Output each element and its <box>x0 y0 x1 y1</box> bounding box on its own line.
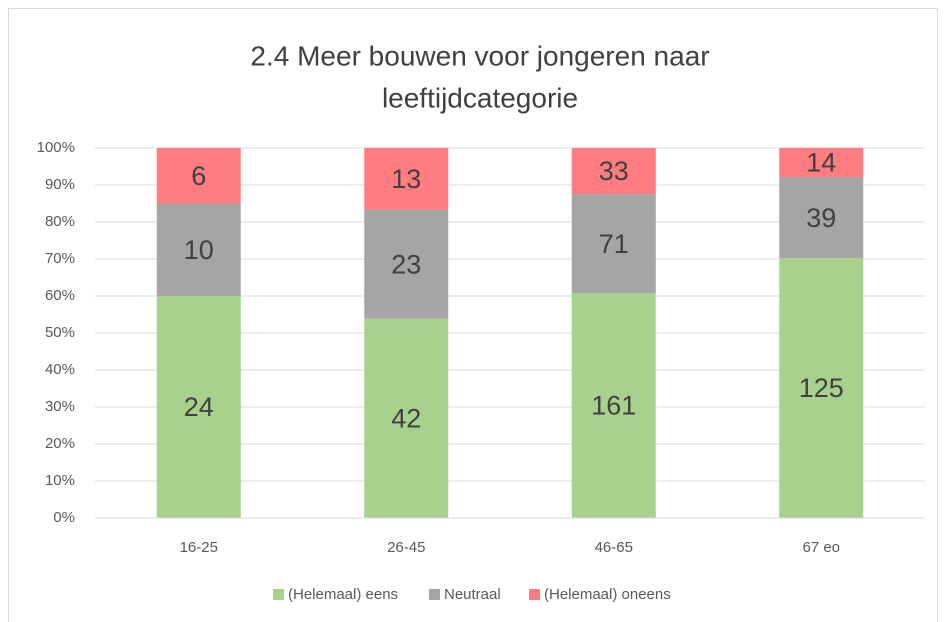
data-label: 6 <box>191 161 206 191</box>
bar-segment <box>156 148 241 204</box>
legend-swatch <box>273 589 284 600</box>
bar-segment <box>571 194 656 294</box>
bar-segment <box>156 203 241 296</box>
bar-segment <box>364 318 449 518</box>
data-label: 33 <box>599 156 629 186</box>
y-tick-label: 60% <box>45 287 75 304</box>
data-label: 23 <box>391 249 421 279</box>
x-tick-label: 67 eo <box>802 539 840 556</box>
x-tick-label: 46-65 <box>595 539 633 556</box>
data-label: 125 <box>799 373 844 403</box>
bar-segment <box>156 296 241 518</box>
y-tick-label: 20% <box>45 435 75 452</box>
legend-label: Neutraal <box>444 586 501 603</box>
legend-label: (Helemaal) eens <box>288 586 398 603</box>
legend-swatch <box>529 589 540 600</box>
bar-segment <box>779 258 864 518</box>
data-label: 39 <box>806 203 836 233</box>
y-tick-label: 70% <box>45 250 75 267</box>
data-label: 71 <box>599 229 629 259</box>
bar-segment <box>364 148 449 210</box>
data-label: 161 <box>591 391 636 421</box>
bar-segment <box>364 209 449 319</box>
legend-label: (Helemaal) oneens <box>544 586 671 603</box>
legend-swatch <box>429 589 440 600</box>
y-tick-label: 40% <box>45 361 75 378</box>
data-label: 14 <box>806 148 836 178</box>
data-label: 13 <box>391 164 421 194</box>
data-label: 10 <box>184 235 214 265</box>
chart-title: leeftijdcategorie <box>382 82 578 113</box>
x-tick-label: 26-45 <box>387 539 425 556</box>
y-tick-label: 80% <box>45 213 75 230</box>
y-tick-label: 100% <box>37 139 75 156</box>
bar-segment <box>571 293 656 518</box>
data-label: 42 <box>391 404 421 434</box>
x-tick-label: 16-25 <box>180 539 218 556</box>
bar-segment <box>571 148 656 195</box>
y-tick-label: 0% <box>53 509 75 526</box>
chart-title: 2.4 Meer bouwen voor jongeren naar <box>250 40 709 71</box>
y-tick-label: 50% <box>45 324 75 341</box>
bar-segment <box>779 148 864 178</box>
data-label: 24 <box>184 392 214 422</box>
y-tick-label: 10% <box>45 472 75 489</box>
y-tick-label: 90% <box>45 176 75 193</box>
y-tick-label: 30% <box>45 398 75 415</box>
bar-segment <box>779 177 864 259</box>
